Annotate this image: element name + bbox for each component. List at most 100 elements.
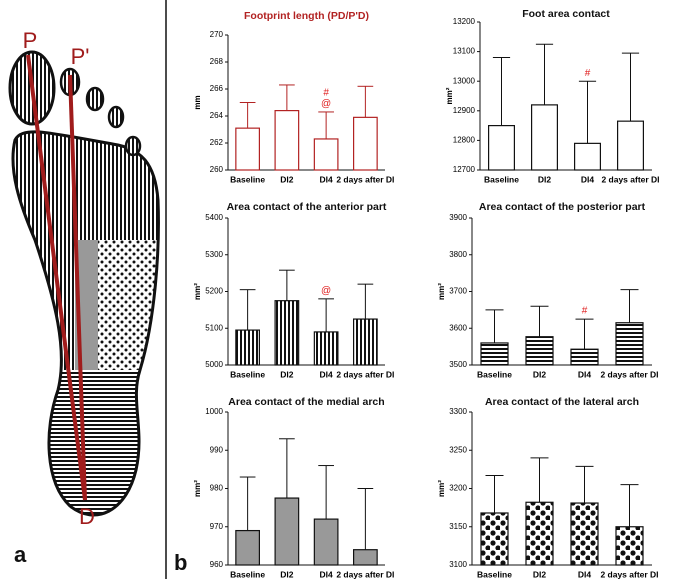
x-tick-label: DI4 [320,569,334,579]
x-tick-label: Baseline [477,369,512,379]
bar [573,142,601,171]
chart-title: Area contact of the posterior part [479,201,646,213]
y-tick-label: 262 [210,138,224,147]
bar [313,138,339,171]
x-tick-label: 2 days after DI [336,174,394,184]
bar [353,549,378,566]
bar [274,300,300,366]
annotation: # [582,306,588,317]
x-tick-label: 2 days after DI [336,569,394,579]
chart-title: Area contact of the anterior part [227,201,387,213]
y-tick-label: 3100 [449,560,467,569]
x-tick-label: DI2 [533,569,547,579]
y-tick-label: 3150 [449,522,467,531]
y-tick-label: 266 [210,84,224,93]
y-tick-label: 12800 [453,136,476,145]
bar [235,127,261,171]
x-tick-label: 2 days after DI [600,369,658,379]
chart-title: Area contact of the lateral arch [485,396,639,408]
x-tick-label: DI4 [581,174,595,184]
point-label: P' [71,44,90,69]
x-tick-label: DI2 [280,569,294,579]
chart-title: Foot area contact [522,8,610,20]
bar [274,497,300,566]
y-axis-label: mm² [437,480,446,497]
x-tick-label: 2 days after DI [600,569,658,579]
y-tick-label: 970 [210,522,224,531]
x-tick-label: DI2 [280,369,294,379]
y-axis-label: mm² [445,87,454,104]
point-label: D [79,504,95,529]
y-axis-label: mm [193,95,202,109]
bar [235,529,261,566]
y-tick-label: 5200 [205,287,223,296]
y-tick-label: 264 [210,111,224,120]
panel-label: a [14,542,27,567]
chart-title: Area contact of the medial arch [228,396,384,408]
x-tick-label: DI4 [578,569,592,579]
x-tick-label: Baseline [477,569,512,579]
bar [274,109,300,171]
y-tick-label: 12900 [453,106,476,115]
y-tick-label: 5000 [205,360,223,369]
annotation: @ [321,99,331,110]
y-tick-label: 960 [210,560,224,569]
x-tick-label: 2 days after DI [336,369,394,379]
y-axis-label: mm² [437,283,446,300]
y-tick-label: 5400 [205,213,223,222]
y-tick-label: 12700 [453,165,476,174]
bar [313,331,339,366]
y-axis-label: mm² [193,283,202,300]
panel-label: b [174,550,187,575]
x-tick-label: Baseline [230,569,265,579]
y-tick-label: 1000 [205,407,223,416]
bar [615,526,644,566]
bar [570,502,599,566]
y-tick-label: 3600 [449,323,467,332]
y-tick-label: 5100 [205,323,223,332]
y-tick-label: 13000 [453,76,476,85]
bar [235,329,261,366]
y-tick-label: 13100 [453,47,476,56]
annotation: # [323,88,329,99]
x-tick-label: DI4 [578,369,592,379]
x-tick-label: DI2 [280,174,294,184]
y-tick-label: 980 [210,484,224,493]
bar [480,512,509,566]
bar [525,501,554,566]
x-tick-label: DI2 [533,369,547,379]
bar [570,348,599,366]
bar [615,322,644,366]
bar [313,518,339,566]
y-axis-label: mm² [193,480,202,497]
bar [530,104,558,171]
y-tick-label: 13200 [453,17,476,26]
x-tick-label: DI2 [538,174,552,184]
bar [525,336,554,366]
y-tick-label: 990 [210,445,224,454]
y-tick-label: 3500 [449,360,467,369]
y-tick-label: 3700 [449,287,467,296]
x-tick-label: Baseline [230,174,265,184]
bar [353,116,378,171]
x-tick-label: 2 days after DI [601,174,659,184]
y-tick-label: 3200 [449,484,467,493]
chart-title: Footprint length (PD/P'D) [244,10,369,22]
y-tick-label: 3300 [449,407,467,416]
y-tick-label: 3900 [449,213,467,222]
bar [480,342,509,366]
x-tick-label: Baseline [230,369,265,379]
y-tick-label: 3250 [449,445,467,454]
annotation: @ [321,285,331,296]
point-label: P [23,28,38,53]
bar [488,124,516,171]
bar [616,120,644,171]
y-tick-label: 268 [210,57,224,66]
y-tick-label: 3800 [449,250,467,259]
x-tick-label: DI4 [320,369,334,379]
bar [353,318,378,366]
x-tick-label: DI4 [320,174,334,184]
y-tick-label: 5300 [205,250,223,259]
